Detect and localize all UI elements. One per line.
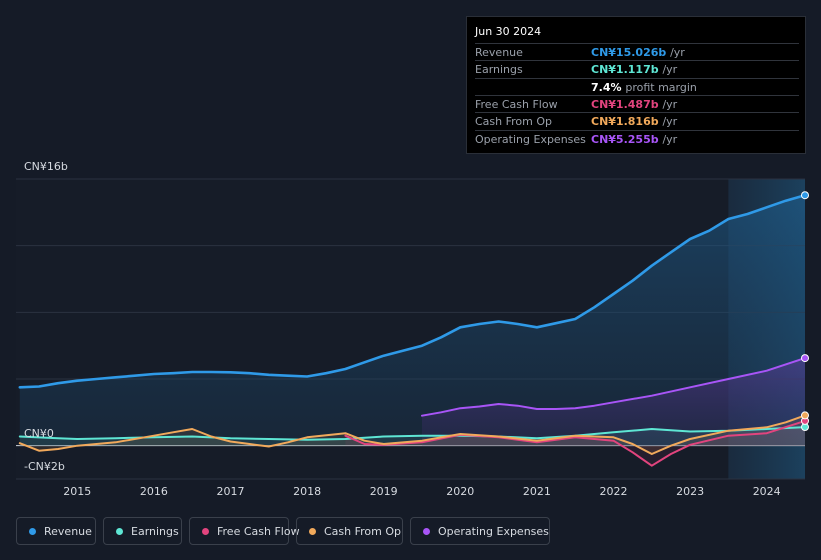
x-tick-label: 2021 [523, 485, 551, 498]
tooltip-row-unit: /yr [662, 97, 678, 111]
legend-dot-icon [423, 528, 430, 535]
tooltip-row-value: CN¥1.487b /yr [591, 97, 678, 111]
tooltip-row-value: CN¥1.117b /yr [591, 63, 678, 77]
y-label-bottom: -CN¥2b [24, 460, 65, 473]
tooltip-row-label: Cash From Op [475, 115, 553, 129]
legend-item-cash-from-op[interactable]: Cash From Op [296, 517, 403, 545]
operating-expenses-area [422, 358, 805, 446]
tooltip-row-label: Operating Expenses [475, 132, 586, 146]
x-tick-label: 2019 [370, 485, 398, 498]
cash-from-op-end-point [801, 411, 809, 420]
free-cash-flow-area [345, 420, 805, 466]
x-tick-label: 2023 [676, 485, 704, 498]
x-tick-label: 2018 [293, 485, 321, 498]
operating-expenses-line [421, 357, 806, 417]
tooltip-row-unit: /yr [662, 63, 678, 77]
tooltip-date: Jun 30 2024 [475, 25, 542, 38]
tooltip-row-value: CN¥1.816b /yr [591, 115, 678, 129]
y-label-top: CN¥16b [24, 160, 68, 173]
tooltip-row: Free Cash Flow CN¥1.487b /yr [475, 94, 799, 112]
tooltip-row: Operating Expenses CN¥5.255b /yr [475, 129, 799, 147]
earnings-line [18, 426, 806, 441]
operating-expenses-end-point [801, 354, 809, 363]
x-tick-label: 2015 [63, 485, 91, 498]
revenue-end-point [801, 191, 809, 200]
legend-item-earnings[interactable]: Earnings [103, 517, 182, 545]
legend-dot-icon [29, 528, 36, 535]
tooltip-row-unit: profit margin [625, 80, 697, 94]
revenue-area [19, 195, 806, 446]
free-cash-flow-line [344, 419, 806, 467]
legend-dot-icon [116, 528, 123, 535]
legend-label: Free Cash Flow [217, 525, 300, 538]
tooltip-row-label: Free Cash Flow [475, 97, 558, 111]
legend-label: Cash From Op [324, 525, 402, 538]
legend-item-free-cash-flow[interactable]: Free Cash Flow [189, 517, 300, 545]
tooltip-row: Cash From Op CN¥1.816b /yr [475, 112, 799, 129]
tooltip-row-unit: /yr [670, 46, 685, 59]
x-tick-label: 2017 [216, 485, 244, 498]
x-tick-label: 2020 [446, 485, 474, 498]
tooltip-row: Revenue CN¥15.026b /yr [475, 43, 799, 60]
cash-from-op-line [18, 414, 806, 455]
tooltip-row-value: 7.4% profit margin [591, 80, 697, 94]
tooltip-panel: Jun 30 2024 Revenue CN¥15.026b /yr Earning… [466, 16, 806, 154]
x-tick-label: 2022 [599, 485, 627, 498]
chart-area: CN¥16b CN¥0 -CN¥2b 2015 2016 2017 2018 2019 2020… [16, 160, 809, 498]
legend-dot-icon [202, 528, 209, 535]
x-tick-label: 2016 [140, 485, 168, 498]
tooltip-row-unit: /yr [662, 115, 678, 129]
legend-item-operating-expenses[interactable]: Operating Expenses [410, 517, 550, 545]
legend-label: Operating Expenses [438, 525, 549, 538]
legend-label: Earnings [131, 525, 179, 538]
tooltip-row-value: CN¥15.026b /yr [591, 46, 685, 59]
tooltip-row-unit: /yr [662, 132, 678, 146]
revenue-line [18, 193, 807, 389]
x-tick-label: 2024 [753, 485, 781, 498]
tooltip-row: Earnings CN¥1.117b /yr [475, 60, 799, 77]
legend-item-revenue[interactable]: Revenue [16, 517, 96, 545]
legend-label: Revenue [44, 525, 92, 538]
tooltip-row-label: Revenue [475, 46, 523, 59]
y-label-zero: CN¥0 [24, 427, 54, 440]
cash-from-op-area [19, 415, 806, 454]
tooltip-row-value: CN¥5.255b /yr [591, 132, 678, 146]
legend-dot-icon [309, 528, 316, 535]
tooltip-row: 7.4% profit margin [475, 77, 799, 95]
tooltip-row-label: Earnings [475, 63, 523, 77]
